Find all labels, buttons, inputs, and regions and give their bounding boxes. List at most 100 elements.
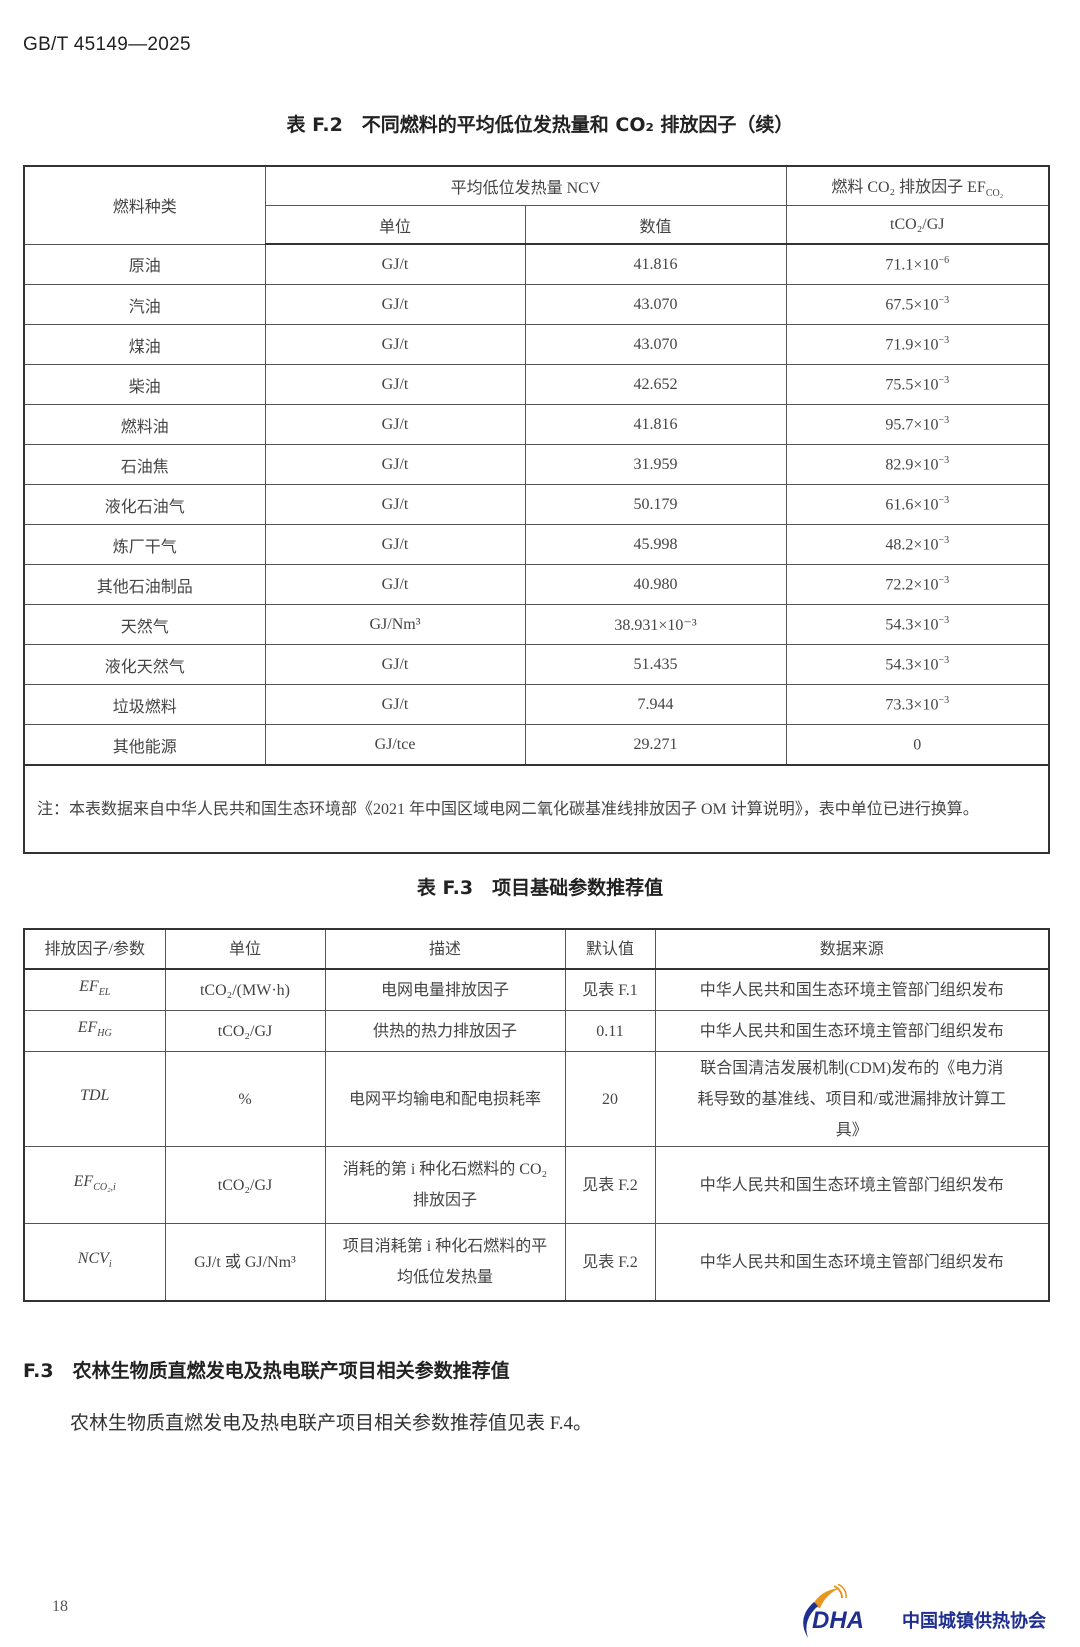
section-paragraph: 农林生物质直燃发电及热电联产项目相关参数推荐值见表 F.4。 <box>70 1413 593 1434</box>
param-unit: GJ/t 或 GJ/Nm³ <box>164 1223 326 1302</box>
header-ncv: 平均低位发热量 NCV <box>264 165 787 206</box>
ef-value: 61.6×10−3 <box>785 484 1050 525</box>
ncv-unit: GJ/Nm³ <box>264 604 526 645</box>
ncv-value: 51.435 <box>524 644 787 685</box>
ef-value: 73.3×10−3 <box>785 684 1050 725</box>
ncv-unit: GJ/t <box>264 644 526 685</box>
ef-value: 54.3×10−3 <box>785 644 1050 685</box>
table-f2-caption: 表 F.2 不同燃料的平均低位发热量和 CO₂ 排放因子（续） <box>286 114 794 136</box>
param-unit: tCO₂/(MW·h) <box>164 968 326 1011</box>
header-fuel-type: 燃料种类 <box>23 165 266 245</box>
ef-value: 72.2×10−3 <box>785 564 1050 605</box>
ncv-value: 40.980 <box>524 564 787 605</box>
ncv-unit: GJ/t <box>264 404 526 445</box>
param-description: 电网平均输电和配电损耗率 <box>324 1051 566 1147</box>
fuel-name: 汽油 <box>23 284 266 325</box>
param-unit: tCO₂/GJ <box>164 1146 326 1224</box>
table-row: 燃料油 GJ/t 41.816 95.7×10−3 <box>23 404 1050 445</box>
table-row: EFEL tCO₂/(MW·h) 电网电量排放因子 见表 F.1 中华人民共和国… <box>23 968 1050 1011</box>
fuel-name: 垃圾燃料 <box>23 684 266 725</box>
table-row: 石油焦 GJ/t 31.959 82.9×10−3 <box>23 444 1050 485</box>
param-source: 中华人民共和国生态环境主管部门组织发布 <box>654 1010 1050 1052</box>
ncv-value: 42.652 <box>524 364 787 405</box>
header-ef-unit: tCO₂/GJ <box>785 205 1050 245</box>
header-param: 排放因子/参数 <box>23 928 166 970</box>
param-default: 见表 F.2 <box>564 1223 656 1302</box>
param-source: 联合国清洁发展机制(CDM)发布的《电力消耗导致的基准线、项目和/或泄漏排放计算… <box>654 1051 1050 1147</box>
header-description: 描述 <box>324 928 566 970</box>
cdha-logo-icon: DHA 中国城镇供热协会 <box>803 1583 1046 1638</box>
table-f3: 排放因子/参数 单位 描述 默认值 数据来源 EFEL tCO₂/(MW·h) … <box>23 928 1050 1302</box>
fuel-name: 液化天然气 <box>23 644 266 685</box>
param-default: 见表 F.2 <box>564 1146 656 1224</box>
ncv-unit: GJ/t <box>264 444 526 485</box>
table-row: 炼厂干气 GJ/t 45.998 48.2×10−3 <box>23 524 1050 565</box>
header-unit: 单位 <box>264 205 526 245</box>
table-row: 其他石油制品 GJ/t 40.980 72.2×10−3 <box>23 564 1050 605</box>
table-f2-note: 注：本表数据来自中华人民共和国生态环境部《2021 年中国区域电网二氧化碳基准线… <box>23 764 1050 854</box>
table-row: 煤油 GJ/t 43.070 71.9×10−3 <box>23 324 1050 365</box>
fuel-name: 其他能源 <box>23 724 266 766</box>
param-symbol: TDL <box>23 1051 166 1147</box>
table-row: EFHG tCO₂/GJ 供热的热力排放因子 0.11 中华人民共和国生态环境主… <box>23 1010 1050 1052</box>
ncv-unit: GJ/t <box>264 484 526 525</box>
ncv-value: 7.944 <box>524 684 787 725</box>
ncv-value: 45.998 <box>524 524 787 565</box>
param-default: 20 <box>564 1051 656 1147</box>
param-symbol: EFEL <box>23 968 166 1011</box>
document-code: GB/T 45149—2025 <box>23 34 191 55</box>
ncv-value: 43.070 <box>524 324 787 365</box>
svg-text:DHA: DHA <box>812 1607 864 1634</box>
table-row: 液化石油气 GJ/t 50.179 61.6×10−3 <box>23 484 1050 525</box>
param-description: 项目消耗第 i 种化石燃料的平均低位发热量 <box>324 1223 566 1302</box>
header-unit: 单位 <box>164 928 326 970</box>
param-source: 中华人民共和国生态环境主管部门组织发布 <box>654 968 1050 1011</box>
svg-text:中国城镇供热协会: 中国城镇供热协会 <box>902 1610 1046 1632</box>
header-value: 数值 <box>524 205 787 245</box>
table-row: EFCO₂,i tCO₂/GJ 消耗的第 i 种化石燃料的 CO₂ 排放因子 见… <box>23 1146 1050 1224</box>
ncv-value: 29.271 <box>524 724 787 766</box>
ef-value: 95.7×10−3 <box>785 404 1050 445</box>
page-number: 18 <box>52 1598 68 1615</box>
param-description: 电网电量排放因子 <box>324 968 566 1011</box>
param-symbol: NCVi <box>23 1223 166 1302</box>
table-row: 汽油 GJ/t 43.070 67.5×10−3 <box>23 284 1050 325</box>
fuel-name: 原油 <box>23 243 266 285</box>
table-row: 其他能源 GJ/tce 29.271 0 <box>23 724 1050 766</box>
ef-value: 0 <box>785 724 1050 766</box>
ncv-unit: GJ/t <box>264 684 526 725</box>
table-row: 液化天然气 GJ/t 51.435 54.3×10−3 <box>23 644 1050 685</box>
header-default: 默认值 <box>564 928 656 970</box>
ef-value: 67.5×10−3 <box>785 284 1050 325</box>
ef-value: 75.5×10−3 <box>785 364 1050 405</box>
param-default: 见表 F.1 <box>564 968 656 1011</box>
ncv-unit: GJ/t <box>264 564 526 605</box>
fuel-name: 柴油 <box>23 364 266 405</box>
param-unit: % <box>164 1051 326 1147</box>
cdha-logo: DHA 中国城镇供热协会 <box>792 1583 1062 1640</box>
param-source: 中华人民共和国生态环境主管部门组织发布 <box>654 1223 1050 1302</box>
ncv-unit: GJ/t <box>264 364 526 405</box>
table-row: 垃圾燃料 GJ/t 7.944 73.3×10−3 <box>23 684 1050 725</box>
fuel-name: 液化石油气 <box>23 484 266 525</box>
fuel-name: 天然气 <box>23 604 266 645</box>
param-description: 供热的热力排放因子 <box>324 1010 566 1052</box>
ncv-unit: GJ/t <box>264 524 526 565</box>
param-default: 0.11 <box>564 1010 656 1052</box>
table-row: 柴油 GJ/t 42.652 75.5×10−3 <box>23 364 1050 405</box>
table-row: 天然气 GJ/Nm³ 38.931×10⁻³ 54.3×10−3 <box>23 604 1050 645</box>
ncv-value: 50.179 <box>524 484 787 525</box>
table-row: 原油 GJ/t 41.816 71.1×10−6 <box>23 243 1050 285</box>
fuel-name: 炼厂干气 <box>23 524 266 565</box>
ncv-value: 41.816 <box>524 243 787 285</box>
table-f3-caption: 表 F.3 项目基础参数推荐值 <box>416 877 664 899</box>
fuel-name: 其他石油制品 <box>23 564 266 605</box>
ef-value: 71.1×10−6 <box>785 243 1050 285</box>
ncv-unit: GJ/t <box>264 324 526 365</box>
header-source: 数据来源 <box>654 928 1050 970</box>
ef-value: 48.2×10−3 <box>785 524 1050 565</box>
param-symbol: EFHG <box>23 1010 166 1052</box>
param-source: 中华人民共和国生态环境主管部门组织发布 <box>654 1146 1050 1224</box>
ef-value: 54.3×10−3 <box>785 604 1050 645</box>
ncv-value: 31.959 <box>524 444 787 485</box>
